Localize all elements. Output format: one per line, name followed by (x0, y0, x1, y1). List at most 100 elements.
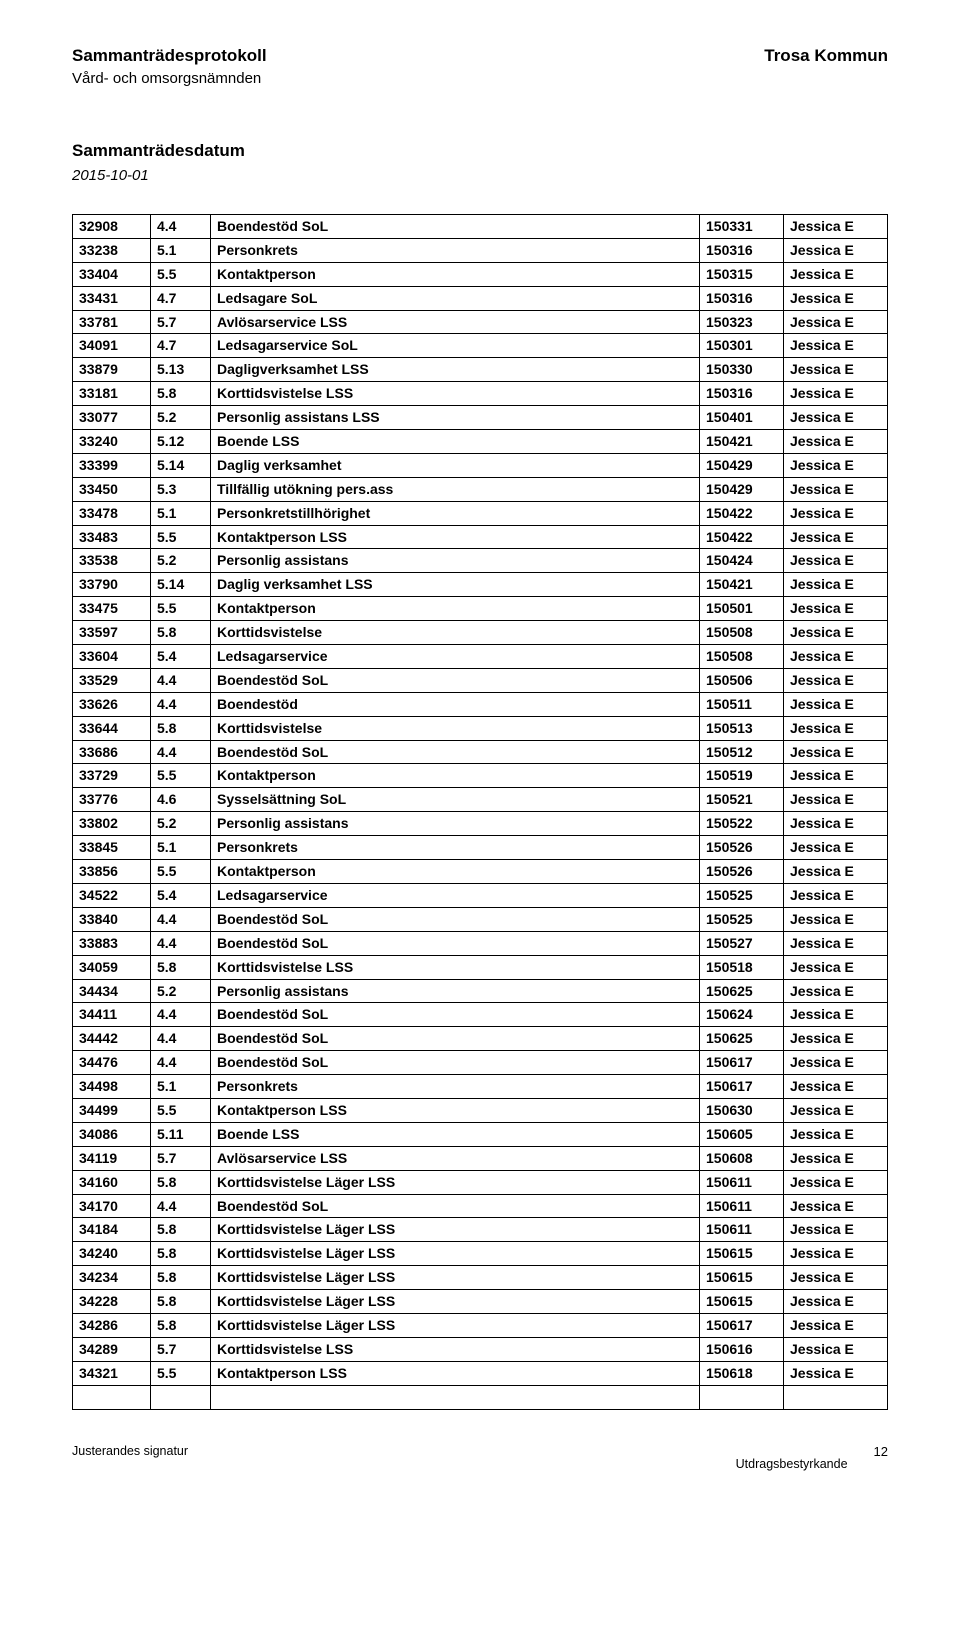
doc-title: Sammanträdesprotokoll (72, 46, 267, 66)
table-cell: Personkrets (211, 238, 700, 262)
table-cell: Boendestöd SoL (211, 740, 700, 764)
table-row: 334505.3Tillfällig utökning pers.ass1504… (73, 477, 888, 501)
table-row: 329084.4Boendestöd SoL150331Jessica E (73, 215, 888, 239)
table-cell: 150501 (700, 597, 784, 621)
table-cell: 5.8 (151, 1290, 211, 1314)
table-cell: Jessica E (784, 621, 888, 645)
table-cell: 34434 (73, 979, 151, 1003)
table-cell: 5.2 (151, 406, 211, 430)
table-cell: Jessica E (784, 262, 888, 286)
table-cell: Jessica E (784, 1218, 888, 1242)
table-cell: Kontaktperson (211, 860, 700, 884)
table-cell: Korttidsvistelse Läger LSS (211, 1242, 700, 1266)
table-cell: Jessica E (784, 525, 888, 549)
table-cell: 34498 (73, 1075, 151, 1099)
table-cell: Jessica E (784, 764, 888, 788)
table-cell: Jessica E (784, 668, 888, 692)
table-cell: Jessica E (784, 382, 888, 406)
table-row: 335975.8Korttidsvistelse150508Jessica E (73, 621, 888, 645)
table-row: 341605.8Korttidsvistelse Läger LSS150611… (73, 1170, 888, 1194)
table-cell: Sysselsättning SoL (211, 788, 700, 812)
table-cell: Jessica E (784, 1361, 888, 1385)
table-cell: 5.1 (151, 1075, 211, 1099)
table-cell: Jessica E (784, 1003, 888, 1027)
table-cell: Ledsagarservice (211, 883, 700, 907)
table-cell: Kontaktperson LSS (211, 1361, 700, 1385)
table-cell: 150506 (700, 668, 784, 692)
table-cell: Korttidsvistelse Läger LSS (211, 1290, 700, 1314)
table-cell: Personkrets (211, 1075, 700, 1099)
table-cell: Jessica E (784, 597, 888, 621)
table-cell: Boendestöd SoL (211, 1194, 700, 1218)
table-cell (784, 1385, 888, 1409)
table-cell: Boendestöd SoL (211, 215, 700, 239)
table-cell: 4.4 (151, 668, 211, 692)
table-cell: Personlig assistans (211, 979, 700, 1003)
table-cell: 150615 (700, 1266, 784, 1290)
table-cell: 150508 (700, 645, 784, 669)
table-cell: 150617 (700, 1313, 784, 1337)
table-cell: 33597 (73, 621, 151, 645)
table-cell: 5.2 (151, 812, 211, 836)
table-cell: 5.8 (151, 1266, 211, 1290)
table-cell: 150605 (700, 1122, 784, 1146)
table-cell: 34184 (73, 1218, 151, 1242)
table-cell: 5.13 (151, 358, 211, 382)
footer-signature-label: Justerandes signatur (72, 1444, 188, 1471)
table-cell: 33238 (73, 238, 151, 262)
table-row: 344764.4Boendestöd SoL150617Jessica E (73, 1051, 888, 1075)
table-cell: 33729 (73, 764, 151, 788)
table-cell: Jessica E (784, 907, 888, 931)
table-cell: 33431 (73, 286, 151, 310)
table-row: 338455.1Personkrets150526Jessica E (73, 836, 888, 860)
table-cell: 150512 (700, 740, 784, 764)
table-cell: 4.4 (151, 907, 211, 931)
page-container: Sammanträdesprotokoll Vård- och omsorgsn… (0, 0, 960, 1511)
table-cell: Jessica E (784, 979, 888, 1003)
table-cell: Jessica E (784, 788, 888, 812)
table-cell: 33883 (73, 931, 151, 955)
table-cell: 33686 (73, 740, 151, 764)
table-cell: 150429 (700, 477, 784, 501)
table-cell: Boendestöd SoL (211, 1051, 700, 1075)
table-cell: 150617 (700, 1051, 784, 1075)
table-cell: Ledsagarservice SoL (211, 334, 700, 358)
table-cell: 4.4 (151, 1027, 211, 1051)
table-cell: 150615 (700, 1290, 784, 1314)
table-cell: 34286 (73, 1313, 151, 1337)
table-row: 332405.12Boende LSS150421Jessica E (73, 430, 888, 454)
table-cell: 5.1 (151, 501, 211, 525)
table-cell: 4.4 (151, 1051, 211, 1075)
table-cell: Korttidsvistelse LSS (211, 382, 700, 406)
table-cell: 34476 (73, 1051, 151, 1075)
table-row: 344424.4Boendestöd SoL150625Jessica E (73, 1027, 888, 1051)
table-row: 341845.8Korttidsvistelse Läger LSS150611… (73, 1218, 888, 1242)
table-cell: Jessica E (784, 501, 888, 525)
table-cell: 34119 (73, 1146, 151, 1170)
table-row: 345225.4Ledsagarservice150525Jessica E (73, 883, 888, 907)
table-cell: 150521 (700, 788, 784, 812)
table-cell: Jessica E (784, 549, 888, 573)
table-cell: Avlösarservice LSS (211, 310, 700, 334)
table-cell: 150331 (700, 215, 784, 239)
table-cell: 33404 (73, 262, 151, 286)
table-cell: 5.8 (151, 716, 211, 740)
table-cell: 4.4 (151, 740, 211, 764)
table-cell: Korttidsvistelse LSS (211, 955, 700, 979)
table-cell: Kontaktperson (211, 597, 700, 621)
table-cell: 150513 (700, 716, 784, 740)
doc-subtitle: Vård- och omsorgsnämnden (72, 70, 267, 87)
table-cell: 150611 (700, 1170, 784, 1194)
table-cell: Jessica E (784, 477, 888, 501)
table-row: 335385.2Personlig assistans150424Jessica… (73, 549, 888, 573)
table-cell: Jessica E (784, 1170, 888, 1194)
table-cell: 34240 (73, 1242, 151, 1266)
table-cell: 150618 (700, 1361, 784, 1385)
table-cell: Jessica E (784, 358, 888, 382)
table-cell: Jessica E (784, 645, 888, 669)
table-cell: 33776 (73, 788, 151, 812)
table-row: 342405.8Korttidsvistelse Läger LSS150615… (73, 1242, 888, 1266)
page-number: 12 (874, 1444, 888, 1471)
table-row: 337295.5Kontaktperson150519Jessica E (73, 764, 888, 788)
table-cell: 34411 (73, 1003, 151, 1027)
